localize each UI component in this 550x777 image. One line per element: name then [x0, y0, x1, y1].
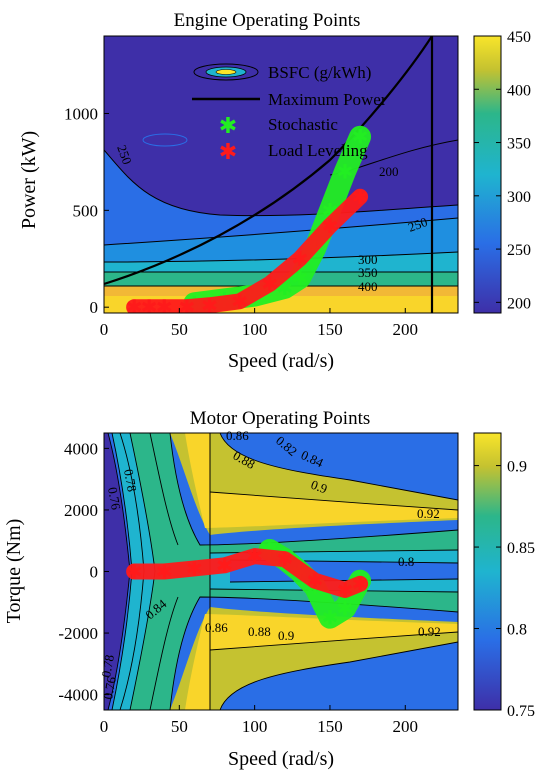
motor-contour-label: 0.86: [226, 428, 249, 443]
engine-contour-label: 350: [358, 265, 378, 280]
engine-contour-field: ✱ ✱ ✱ ✱✱✱✱✱✱✱✱✱ ✱ ✱ ✱✱✱✱✱: [104, 36, 458, 319]
motor-contour-label: 0.8: [398, 554, 414, 569]
load-leveling-point: ✱: [156, 297, 173, 319]
load-leveling-point: ✱: [216, 555, 233, 577]
load-leveling-point: ✱: [352, 187, 369, 209]
motor-contour-label: 0.86: [205, 620, 228, 635]
engine-x-axis-label: Speed (rad/s): [228, 350, 334, 372]
load-leveling-point: ✱: [261, 274, 278, 296]
engine-contour-label: 250: [114, 143, 135, 166]
motor-contour-label: 0.92: [417, 506, 440, 521]
engine-plot-frame: [103, 35, 459, 314]
max-power-curve: [104, 36, 434, 313]
motor-chart-title: Motor Operating Points: [190, 408, 371, 429]
legend-load-leveling-marker: ✱: [219, 139, 237, 164]
x-tick-label: 100: [242, 320, 268, 339]
x-tick-label: 150: [317, 320, 343, 339]
legend-stochastic-marker: ✱: [219, 113, 237, 138]
motor-colorbar: [473, 432, 502, 711]
load-leveling-point: ✱: [126, 297, 143, 319]
load-leveling-point: ✱: [231, 291, 248, 313]
stochastic-point: ✱: [337, 162, 354, 184]
motor-contour-label: 0.76: [105, 486, 124, 512]
stochastic-point: ✱: [322, 608, 339, 630]
colorbar-tick-label: 0.8: [507, 622, 527, 639]
colorbar-tick-label: 400: [507, 82, 531, 99]
legend-bsfc: BSFC (g/kWh): [268, 63, 371, 82]
legend-stochastic: Stochastic: [268, 115, 338, 134]
colorbar-tick-label: 300: [507, 189, 531, 206]
x-tick-label: 200: [393, 717, 419, 736]
stochastic-point: ✱: [352, 127, 369, 149]
y-tick-label: 500: [73, 201, 99, 220]
load-leveling-point: ✱: [178, 297, 195, 319]
stochastic-point: ✱: [337, 598, 354, 620]
engine-contour-label: 200: [379, 164, 399, 179]
load-leveling-point: ✱: [276, 549, 293, 571]
engine-y-axis-label: Power (kW): [18, 131, 40, 229]
motor-contour-label: 0.88: [248, 624, 271, 639]
x-tick-label: 100: [242, 717, 268, 736]
load-leveling-point: ✱: [322, 216, 339, 238]
y-tick-label: 4000: [64, 439, 98, 458]
motor-contour-label: 0.9: [278, 628, 294, 643]
load-leveling-point: ✱: [186, 558, 203, 580]
colorbar-tick-label: 0.9: [507, 459, 527, 476]
x-tick-label: 50: [171, 717, 188, 736]
y-tick-label: 0: [90, 563, 99, 582]
engine-colorbar-ticks: 200 250 300 350 400 450: [474, 29, 531, 312]
y-tick-label: 1000: [64, 104, 98, 123]
y-tick-label: -2000: [58, 624, 98, 643]
motor-contour-label: 0.92: [418, 624, 441, 639]
colorbar-tick-label: 250: [507, 242, 531, 259]
y-tick-label: 0: [90, 298, 99, 317]
motor-contour-field: ✱✱✱✱✱✱✱✱ ✱ ✱ ✱ ✱ ✱✱ ✱✱: [104, 433, 458, 710]
load-leveling-point: ✱: [337, 580, 354, 602]
engine-legend: BSFC (g/kWh) Maximum Power ✱ Stochastic …: [192, 63, 387, 164]
load-leveling-point: ✱: [246, 546, 263, 568]
engine-colorbar: [473, 35, 502, 314]
engine-axes: 0 50 100 150 200 0 500 1000: [64, 104, 418, 339]
colorbar-tick-label: 0.75: [507, 703, 535, 720]
motor-contour-label: 0.78: [98, 654, 117, 679]
x-tick-label: 0: [100, 320, 109, 339]
load-leveling-cluster: [126, 188, 369, 313]
load-leveling-point: ✱: [126, 562, 143, 584]
engine-contour-label: 300: [358, 252, 378, 267]
motor-y-axis-label: Torque (Nm): [3, 519, 25, 624]
legend-load-leveling: Load Leveling: [268, 141, 368, 160]
load-leveling-point: ✱: [291, 249, 308, 271]
engine-contour-label: 400: [358, 279, 378, 294]
y-tick-label: -4000: [58, 686, 98, 705]
colorbar-tick-label: 0.85: [507, 540, 535, 557]
motor-colorbar-ticks: 0.9 0.85 0.8 0.75: [474, 459, 535, 720]
load-leveling-point: ✱: [352, 574, 369, 596]
colorbar-tick-label: 200: [507, 295, 531, 312]
motor-x-axis-label: Speed (rad/s): [228, 748, 334, 770]
motor-axes: 0 50 100 150 200 4000 2000 0 -2000 -4000: [58, 439, 418, 736]
x-tick-label: 200: [393, 320, 419, 339]
x-tick-label: 150: [317, 717, 343, 736]
colorbar-tick-label: 350: [507, 136, 531, 153]
load-leveling-point: ✱: [156, 562, 173, 584]
motor-contour-label: 0.78: [121, 468, 140, 493]
load-leveling-point: ✱: [201, 295, 218, 317]
load-leveling-point: ✱: [141, 297, 158, 319]
load-leveling-point: ✱: [307, 571, 324, 593]
motor-contour-label: 0.9: [309, 477, 329, 497]
y-tick-label: 2000: [64, 501, 98, 520]
engine-chart-title: Engine Operating Points: [174, 10, 361, 31]
engine-contour-label: 250: [406, 214, 429, 235]
colorbar-tick-label: 450: [507, 29, 531, 46]
x-tick-label: 0: [100, 717, 109, 736]
x-tick-label: 50: [171, 320, 188, 339]
legend-max-power: Maximum Power: [268, 90, 387, 109]
load-leveling-cluster: [126, 548, 369, 598]
stochastic-point: ✱: [291, 268, 308, 290]
